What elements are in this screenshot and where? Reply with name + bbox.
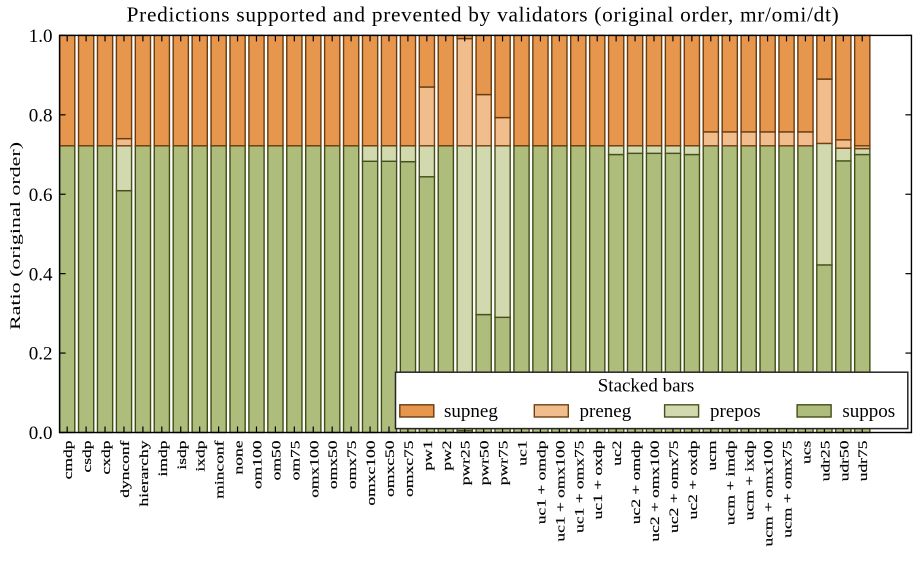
svg-text:uc2: uc2 [610,441,624,466]
svg-text:pwr50: pwr50 [478,440,492,485]
svg-text:omxc75: omxc75 [402,440,416,497]
svg-text:omxc100: omxc100 [364,440,378,505]
svg-text:om50: om50 [269,440,283,480]
svg-text:ucm + imdp: ucm + imdp [724,440,738,525]
svg-text:cxdp: cxdp [99,440,113,474]
svg-text:omx100: omx100 [307,440,321,498]
svg-text:csdp: csdp [80,440,94,472]
svg-text:0.8: 0.8 [29,105,53,126]
svg-text:cmdp: cmdp [61,440,75,479]
svg-text:hierarchy: hierarchy [137,440,151,506]
svg-text:ixdp: ixdp [194,440,208,471]
svg-text:pwr75: pwr75 [497,440,511,485]
svg-text:udr50: udr50 [837,440,851,481]
svg-text:uc2 + omx75: uc2 + omx75 [667,440,681,533]
svg-text:udr25: udr25 [818,440,832,481]
svg-text:Predictions supported and prev: Predictions supported and prevented by v… [127,3,840,27]
svg-text:pw1: pw1 [421,441,435,471]
svg-text:uc2 + oxdp: uc2 + oxdp [686,440,700,519]
svg-text:ucs: ucs [799,441,813,464]
svg-text:uc2 + omx100: uc2 + omx100 [648,440,662,541]
svg-text:preneg: preneg [580,401,632,422]
svg-text:udr75: udr75 [856,440,870,481]
svg-text:uc1: uc1 [515,441,529,466]
svg-text:uc1 + omx100: uc1 + omx100 [553,440,567,541]
svg-text:minconf: minconf [213,440,227,499]
svg-text:0.6: 0.6 [29,185,53,206]
svg-text:imdp: imdp [156,440,170,476]
svg-text:Ratio (original order): Ratio (original order) [7,142,23,330]
svg-text:omx50: omx50 [326,440,340,489]
svg-text:isdp: isdp [175,440,189,469]
svg-text:omx75: omx75 [345,440,359,489]
svg-text:pwr25: pwr25 [459,440,473,485]
svg-text:0.2: 0.2 [29,344,53,365]
svg-text:0.0: 0.0 [29,423,53,444]
svg-text:ucm + omx100: ucm + omx100 [762,440,776,546]
svg-text:ucm + ixdp: ucm + ixdp [743,440,757,520]
svg-text:om75: om75 [288,440,302,480]
svg-text:om100: om100 [250,440,264,489]
svg-text:prepos: prepos [710,401,761,422]
svg-text:pw2: pw2 [440,441,454,471]
svg-text:uc1 + omdp: uc1 + omdp [534,440,548,524]
svg-text:uc2 + omdp: uc2 + omdp [629,440,643,524]
svg-text:supneg: supneg [444,401,498,422]
svg-text:ucm + omx75: ucm + omx75 [780,440,794,538]
svg-text:suppos: suppos [842,401,895,422]
svg-text:dynconf: dynconf [118,440,132,498]
svg-text:omxc50: omxc50 [383,440,397,497]
svg-text:Stacked bars: Stacked bars [598,376,695,397]
svg-text:none: none [232,440,246,474]
svg-text:0.4: 0.4 [29,264,53,285]
svg-text:uc1 + omx75: uc1 + omx75 [572,440,586,533]
svg-text:ucm: ucm [705,441,719,471]
svg-text:uc1 + oxdp: uc1 + oxdp [591,440,605,519]
svg-text:1.0: 1.0 [29,26,53,47]
